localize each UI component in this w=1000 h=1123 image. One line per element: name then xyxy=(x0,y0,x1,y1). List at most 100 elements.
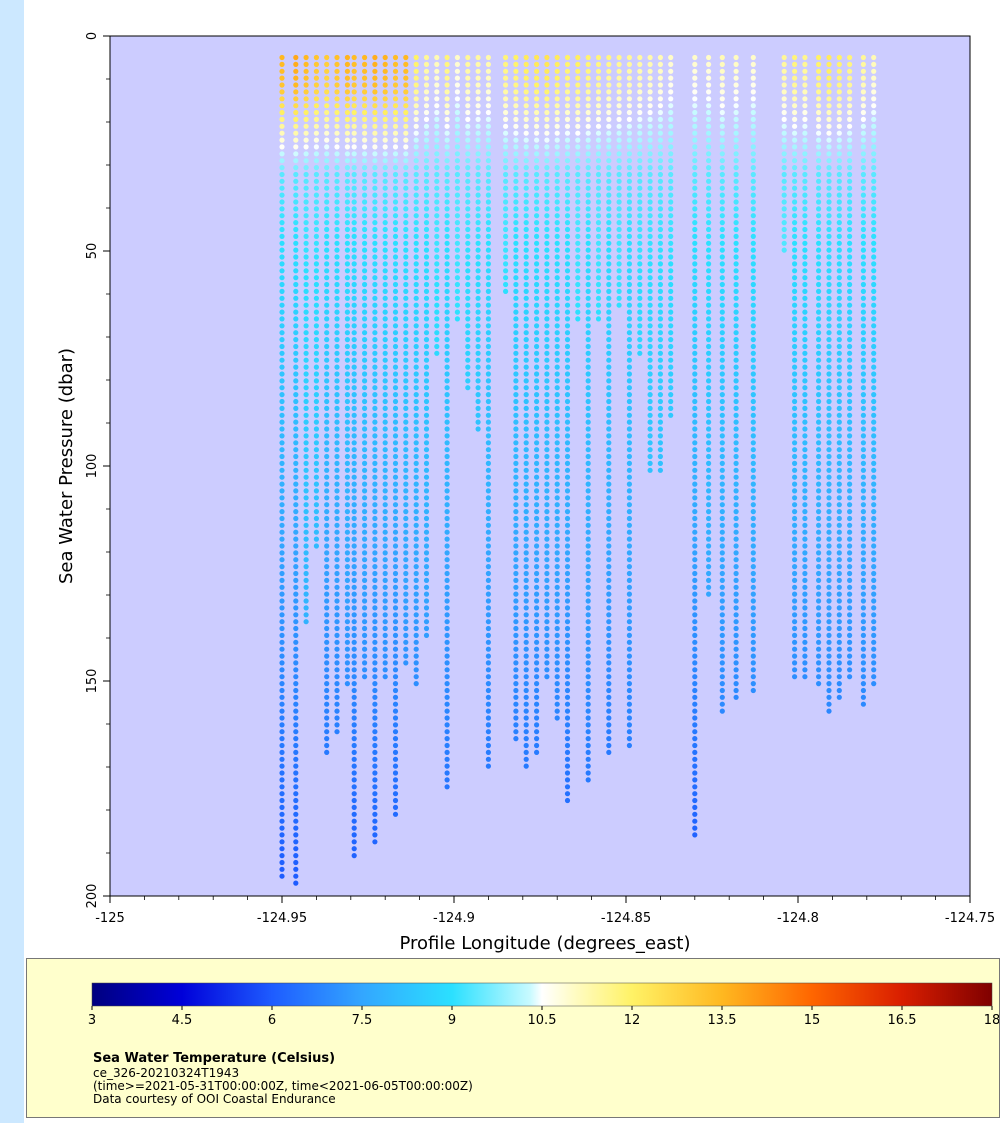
data-point xyxy=(544,398,550,405)
data-point xyxy=(626,343,633,350)
data-point xyxy=(626,488,633,494)
data-point xyxy=(513,350,519,356)
data-point xyxy=(816,171,822,178)
data-point xyxy=(382,453,388,460)
data-point xyxy=(382,137,388,143)
data-point xyxy=(382,192,388,198)
data-point xyxy=(372,529,378,535)
data-point xyxy=(750,612,756,618)
y-tick-label: 50 xyxy=(85,243,100,260)
data-point xyxy=(719,75,725,81)
data-point xyxy=(733,460,739,466)
data-point xyxy=(575,171,581,178)
data-point xyxy=(750,96,756,102)
data-point xyxy=(465,254,471,260)
data-point xyxy=(816,398,822,405)
data-point xyxy=(719,412,725,418)
data-point xyxy=(324,226,330,233)
data-point xyxy=(362,426,368,432)
data-point xyxy=(351,846,357,852)
data-point xyxy=(706,495,712,501)
data-point xyxy=(554,564,560,570)
data-point xyxy=(647,68,653,74)
data-point xyxy=(657,337,664,343)
data-point xyxy=(719,233,725,239)
data-point xyxy=(792,412,798,418)
data-point xyxy=(485,116,491,122)
data-point xyxy=(362,281,368,288)
data-point xyxy=(750,261,756,267)
data-point xyxy=(279,495,285,501)
data-point xyxy=(344,564,350,570)
data-point xyxy=(657,330,664,336)
data-point xyxy=(836,694,842,700)
data-point xyxy=(351,722,357,728)
data-point xyxy=(423,502,430,508)
data-point xyxy=(860,220,867,226)
data-point xyxy=(372,522,378,528)
colorbar-tick-label: 6 xyxy=(268,1013,276,1028)
data-point xyxy=(668,288,674,294)
data-point xyxy=(564,687,571,694)
data-point xyxy=(454,144,460,150)
data-point xyxy=(324,392,330,398)
data-point xyxy=(668,412,674,418)
data-point xyxy=(475,323,481,329)
data-point xyxy=(392,481,399,487)
data-point xyxy=(513,736,519,742)
data-point xyxy=(750,598,756,604)
data-point xyxy=(564,481,571,487)
data-point xyxy=(303,199,309,205)
data-point xyxy=(413,447,419,453)
data-point xyxy=(523,708,529,714)
data-point xyxy=(847,281,853,288)
data-point xyxy=(564,536,571,542)
data-point xyxy=(465,82,471,88)
data-point xyxy=(351,254,357,260)
data-point xyxy=(647,254,653,260)
data-point xyxy=(750,302,756,308)
data-point xyxy=(403,226,409,233)
data-point xyxy=(313,268,319,274)
data-point xyxy=(847,495,853,501)
data-point xyxy=(423,522,430,528)
data-point xyxy=(434,192,440,198)
data-point xyxy=(523,433,529,439)
data-point xyxy=(279,330,285,336)
data-point xyxy=(313,364,319,370)
data-point xyxy=(668,82,674,88)
data-point xyxy=(792,392,798,398)
data-point xyxy=(413,343,419,350)
data-point xyxy=(382,82,388,88)
data-point xyxy=(534,742,540,749)
data-point xyxy=(585,185,591,191)
data-point xyxy=(836,515,842,522)
data-point xyxy=(392,784,399,790)
data-point xyxy=(444,467,450,473)
data-point xyxy=(750,199,756,205)
data-point xyxy=(836,309,842,315)
data-point xyxy=(616,96,622,102)
data-point xyxy=(860,398,867,405)
data-point xyxy=(802,68,808,74)
data-point xyxy=(534,378,540,384)
data-point xyxy=(836,75,842,81)
data-point xyxy=(606,61,612,67)
data-point xyxy=(324,213,330,219)
data-point xyxy=(816,288,822,294)
data-point xyxy=(595,309,602,315)
data-point xyxy=(313,481,319,487)
data-point xyxy=(534,570,540,577)
data-point xyxy=(485,192,491,198)
data-point xyxy=(733,364,739,370)
data-point xyxy=(334,681,340,687)
data-point xyxy=(564,398,571,405)
data-point xyxy=(303,550,309,556)
data-point xyxy=(792,371,798,377)
data-point xyxy=(847,577,853,584)
data-point xyxy=(454,213,460,219)
data-point xyxy=(485,619,491,625)
data-point xyxy=(382,144,388,150)
data-point xyxy=(792,605,798,611)
data-point xyxy=(585,488,591,494)
